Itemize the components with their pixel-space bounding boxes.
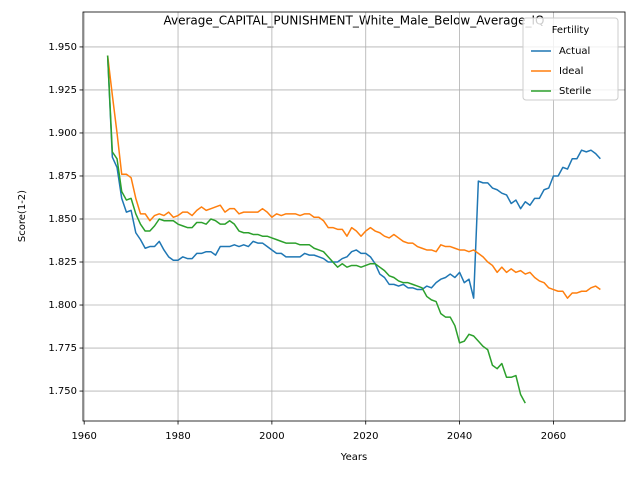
y-axis-label: Score(1-2)	[17, 190, 28, 242]
y-tick-label: 1.775	[48, 343, 77, 354]
legend-title: Fertility	[552, 25, 590, 36]
plot-frame	[82, 11, 626, 422]
legend-box	[522, 17, 619, 101]
y-tick-label: 1.825	[48, 257, 77, 268]
y-tick-label: 1.875	[48, 171, 77, 182]
data-line	[106, 55, 526, 404]
x-tick-label: 2020	[353, 431, 378, 442]
x-axis-label: Years	[340, 452, 367, 463]
legend-label: Ideal	[559, 66, 583, 77]
x-tick-label: 2040	[447, 431, 472, 442]
y-tick-label: 1.950	[48, 42, 77, 53]
chart-title: Average_CAPITAL_PUNISHMENT_White_Male_Be…	[163, 14, 544, 28]
legend-label: Sterile	[559, 86, 591, 97]
x-tick-label: 1960	[71, 431, 96, 442]
y-tick-label: 1.750	[48, 386, 77, 397]
data-line	[106, 55, 601, 299]
data-line	[106, 55, 601, 299]
y-tick-label: 1.800	[48, 300, 77, 311]
x-tick-label: 1980	[165, 431, 190, 442]
x-tick-label: 2060	[541, 431, 566, 442]
x-tick-label: 2000	[259, 431, 284, 442]
legend-label: Actual	[559, 46, 590, 57]
legend: Fertility Actual Ideal Sterile	[522, 17, 619, 101]
y-tick-label: 1.900	[48, 128, 77, 139]
y-tick-label: 1.850	[48, 214, 77, 225]
y-tick-label: 1.925	[48, 85, 77, 96]
